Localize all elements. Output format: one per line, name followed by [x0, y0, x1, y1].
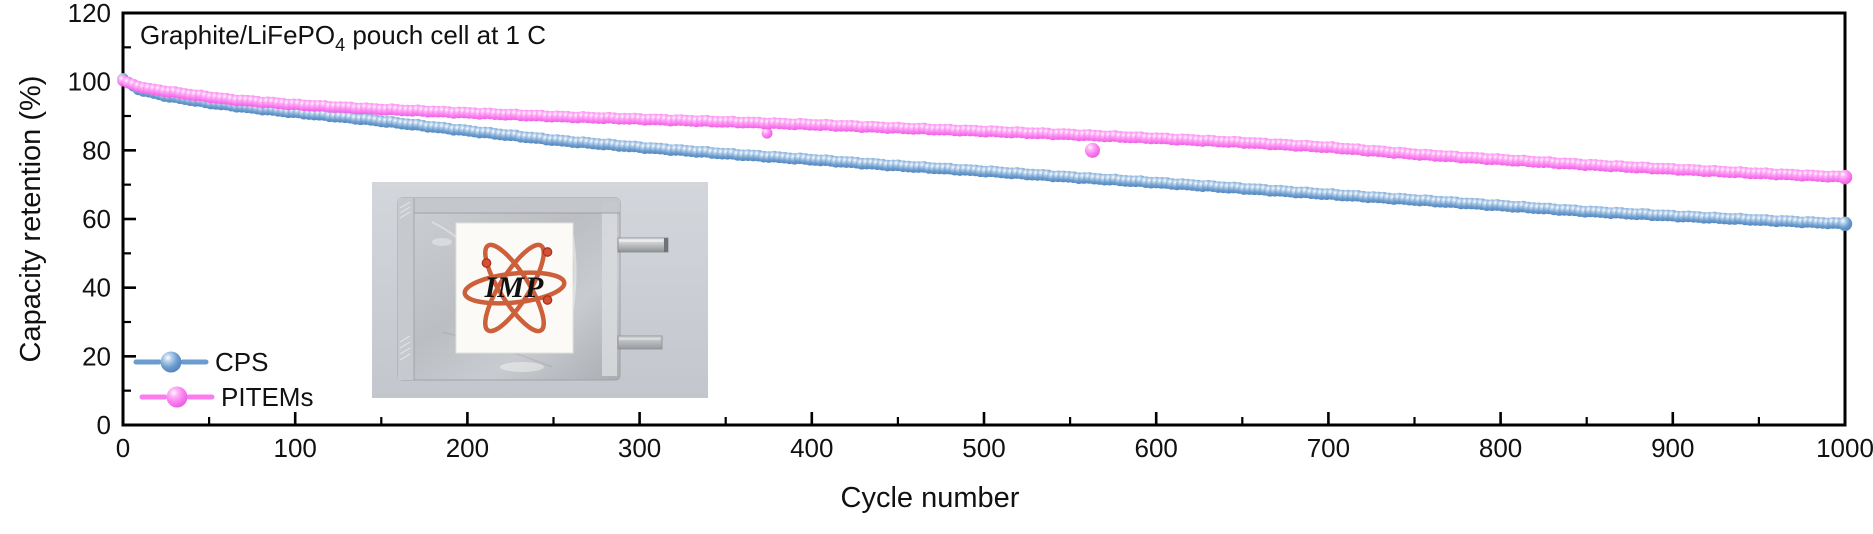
- x-tick-label: 200: [446, 433, 489, 463]
- y-axis-tick-labels: 0 20 40 60 80 100 120: [68, 0, 111, 440]
- x-tick-label: 500: [962, 433, 1005, 463]
- y-tick-label: 100: [68, 67, 111, 97]
- pouch-fold-highlight: [602, 202, 617, 376]
- x-tick-label: 600: [1135, 433, 1178, 463]
- plot-title-prefix: Graphite/LiFePO: [140, 20, 335, 50]
- x-tick-label: 900: [1651, 433, 1694, 463]
- x-tick-label: 300: [618, 433, 661, 463]
- pouch-cell-photo-inset: IMP: [372, 182, 708, 398]
- y-axis-label: Capacity retention (%): [15, 76, 47, 363]
- series-cps-markers: [117, 73, 1853, 232]
- series-pitems-markers: [117, 74, 1853, 185]
- pouch-tab-top: [617, 237, 669, 253]
- x-tick-label: 400: [790, 433, 833, 463]
- imp-logo-text: IMP: [484, 271, 545, 304]
- x-tick-label: 1000: [1816, 433, 1873, 463]
- y-tick-label: 80: [82, 135, 111, 165]
- data-series-layer: [117, 73, 1853, 232]
- x-tick-label: 100: [274, 433, 317, 463]
- legend-item-cps: CPS: [133, 347, 268, 377]
- x-axis-ticks: [121, 412, 1847, 424]
- legend-label-pitems: PITEMs: [221, 382, 313, 412]
- plot-title-suffix: pouch cell at 1 C: [345, 20, 546, 50]
- seal-hatch-top: [399, 201, 411, 219]
- plot-title: Graphite/LiFePO4 pouch cell at 1 C: [140, 20, 546, 55]
- series-end-marker: [1837, 216, 1853, 232]
- legend-item-pitems: PITEMs: [139, 382, 313, 412]
- legend-label-cps: CPS: [215, 347, 268, 377]
- series-end-marker: [1837, 169, 1853, 185]
- legend-marker-cps: [160, 351, 182, 373]
- y-tick-label: 60: [82, 204, 111, 234]
- legend: CPS PITEMs: [133, 347, 313, 412]
- y-tick-label: 0: [97, 410, 111, 440]
- pouch-left-seal: [398, 198, 414, 380]
- legend-marker-pitems: [166, 386, 188, 408]
- electron-dots: [481, 247, 553, 305]
- label-card: [455, 222, 574, 354]
- seal-hatch-bottom: [399, 335, 411, 361]
- imp-atom-logo: IMP: [462, 242, 567, 334]
- x-axis-tick-labels: 0 100 200 300 400 500 600 700 800 900 1000: [116, 433, 1873, 463]
- outlier-point: [1084, 142, 1100, 158]
- x-tick-label: 800: [1479, 433, 1522, 463]
- y-tick-label: 120: [68, 0, 111, 28]
- y-tick-label: 40: [82, 273, 111, 303]
- y-tick-label: 20: [82, 341, 111, 371]
- x-tick-label: 700: [1307, 433, 1350, 463]
- pouch-tab-bottom: [617, 335, 663, 350]
- pouch-top-seal: [398, 198, 620, 213]
- plot-title-subscript: 4: [335, 35, 345, 55]
- imp-label: IMP: [455, 222, 574, 354]
- x-axis-label: Cycle number: [841, 482, 1020, 514]
- y-axis-ticks: [124, 11, 136, 427]
- outlier-point: [761, 127, 773, 139]
- x-tick-label: 0: [116, 433, 130, 463]
